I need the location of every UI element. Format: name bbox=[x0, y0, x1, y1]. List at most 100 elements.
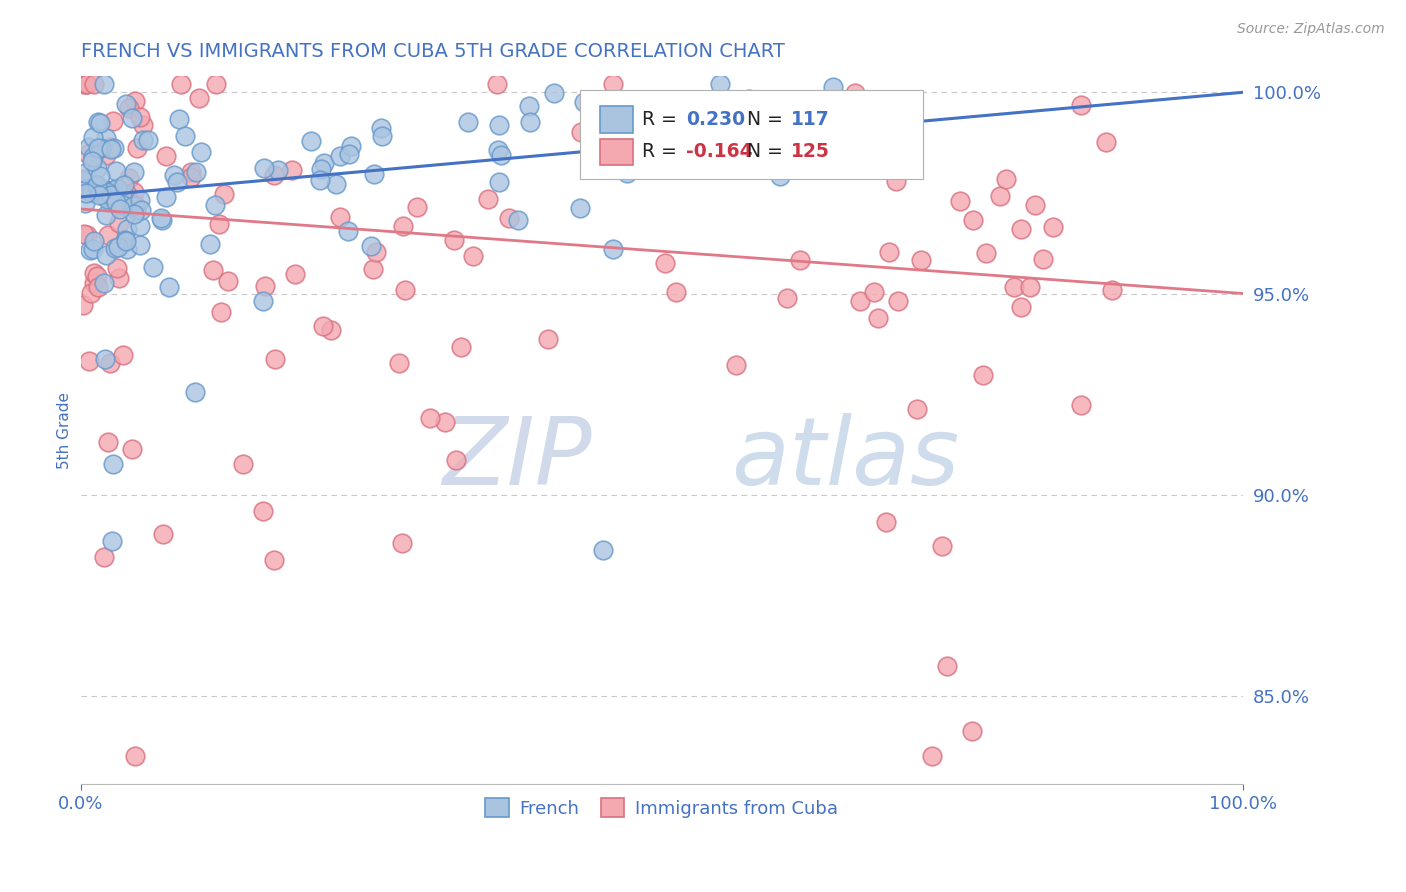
Point bbox=[96, 189, 118, 203]
Point bbox=[107, 240, 129, 254]
Point bbox=[163, 168, 186, 182]
Point bbox=[112, 178, 135, 192]
Point bbox=[180, 165, 202, 179]
Point bbox=[87, 141, 110, 155]
Point bbox=[477, 193, 499, 207]
Point bbox=[105, 181, 128, 195]
Point bbox=[312, 155, 335, 169]
Point bbox=[263, 553, 285, 567]
Point bbox=[498, 211, 520, 225]
Point bbox=[94, 351, 117, 366]
Point bbox=[87, 279, 110, 293]
Point bbox=[319, 323, 342, 337]
Point bbox=[863, 285, 886, 299]
Point bbox=[489, 147, 512, 161]
Point bbox=[232, 457, 254, 471]
Point bbox=[169, 77, 191, 91]
Point bbox=[569, 125, 592, 139]
Point bbox=[517, 99, 540, 113]
Point bbox=[73, 227, 96, 241]
Point bbox=[1032, 252, 1054, 267]
Point bbox=[962, 212, 984, 227]
Point bbox=[949, 194, 972, 208]
Point bbox=[72, 173, 94, 187]
Point bbox=[645, 96, 668, 111]
Point bbox=[79, 185, 101, 199]
Point bbox=[325, 177, 347, 191]
Point bbox=[851, 139, 873, 153]
Point bbox=[569, 201, 592, 215]
Point bbox=[87, 114, 110, 128]
Point bbox=[714, 120, 737, 134]
Text: 0.230: 0.230 bbox=[686, 110, 745, 129]
Point bbox=[284, 267, 307, 281]
Point bbox=[665, 125, 688, 139]
Point bbox=[124, 749, 146, 764]
Point bbox=[706, 141, 728, 155]
Point bbox=[654, 256, 676, 270]
Point bbox=[70, 174, 93, 188]
Point bbox=[112, 198, 135, 212]
Point bbox=[155, 190, 177, 204]
Text: N =: N = bbox=[747, 110, 789, 129]
Point bbox=[281, 162, 304, 177]
Point bbox=[107, 216, 129, 230]
Point bbox=[519, 115, 541, 129]
Point bbox=[100, 188, 122, 202]
Point bbox=[76, 227, 98, 242]
Point bbox=[131, 118, 153, 132]
Point bbox=[190, 145, 212, 159]
Point bbox=[187, 91, 209, 105]
Point bbox=[97, 434, 120, 449]
Point bbox=[122, 165, 145, 179]
Point bbox=[83, 234, 105, 248]
Y-axis label: 5th Grade: 5th Grade bbox=[58, 392, 72, 469]
Point bbox=[1019, 279, 1042, 293]
Point bbox=[875, 515, 897, 529]
Point bbox=[108, 202, 131, 216]
Point bbox=[1095, 135, 1118, 149]
Point bbox=[128, 238, 150, 252]
Point bbox=[96, 186, 118, 200]
Point bbox=[776, 292, 799, 306]
Point bbox=[87, 188, 110, 202]
Point bbox=[988, 189, 1011, 203]
Point bbox=[848, 294, 870, 309]
Point bbox=[89, 116, 111, 130]
Point bbox=[117, 242, 139, 256]
Point bbox=[543, 86, 565, 100]
Point bbox=[1002, 280, 1025, 294]
Text: atlas: atlas bbox=[731, 413, 960, 504]
Point bbox=[124, 198, 146, 212]
Point bbox=[370, 121, 392, 136]
Point bbox=[1070, 398, 1092, 412]
Point bbox=[121, 111, 143, 125]
Point bbox=[115, 221, 138, 235]
Point bbox=[1101, 283, 1123, 297]
Point bbox=[94, 130, 117, 145]
Point bbox=[486, 143, 509, 157]
Point bbox=[329, 149, 352, 163]
Text: -0.164: -0.164 bbox=[686, 143, 752, 161]
Point bbox=[121, 199, 143, 213]
Point bbox=[266, 162, 288, 177]
Point bbox=[574, 95, 596, 109]
Point bbox=[79, 285, 101, 300]
Point bbox=[108, 271, 131, 285]
Point bbox=[83, 77, 105, 91]
Point bbox=[394, 283, 416, 297]
Text: N =: N = bbox=[747, 143, 789, 161]
Point bbox=[360, 239, 382, 253]
Point bbox=[205, 77, 228, 91]
Point bbox=[122, 207, 145, 221]
Point bbox=[921, 749, 943, 764]
Point bbox=[94, 208, 117, 222]
Point bbox=[96, 248, 118, 262]
Point bbox=[110, 187, 132, 202]
Point bbox=[844, 86, 866, 100]
Point bbox=[444, 453, 467, 467]
Point bbox=[339, 139, 361, 153]
Point bbox=[157, 280, 180, 294]
Point bbox=[93, 77, 115, 91]
Point bbox=[104, 195, 127, 210]
